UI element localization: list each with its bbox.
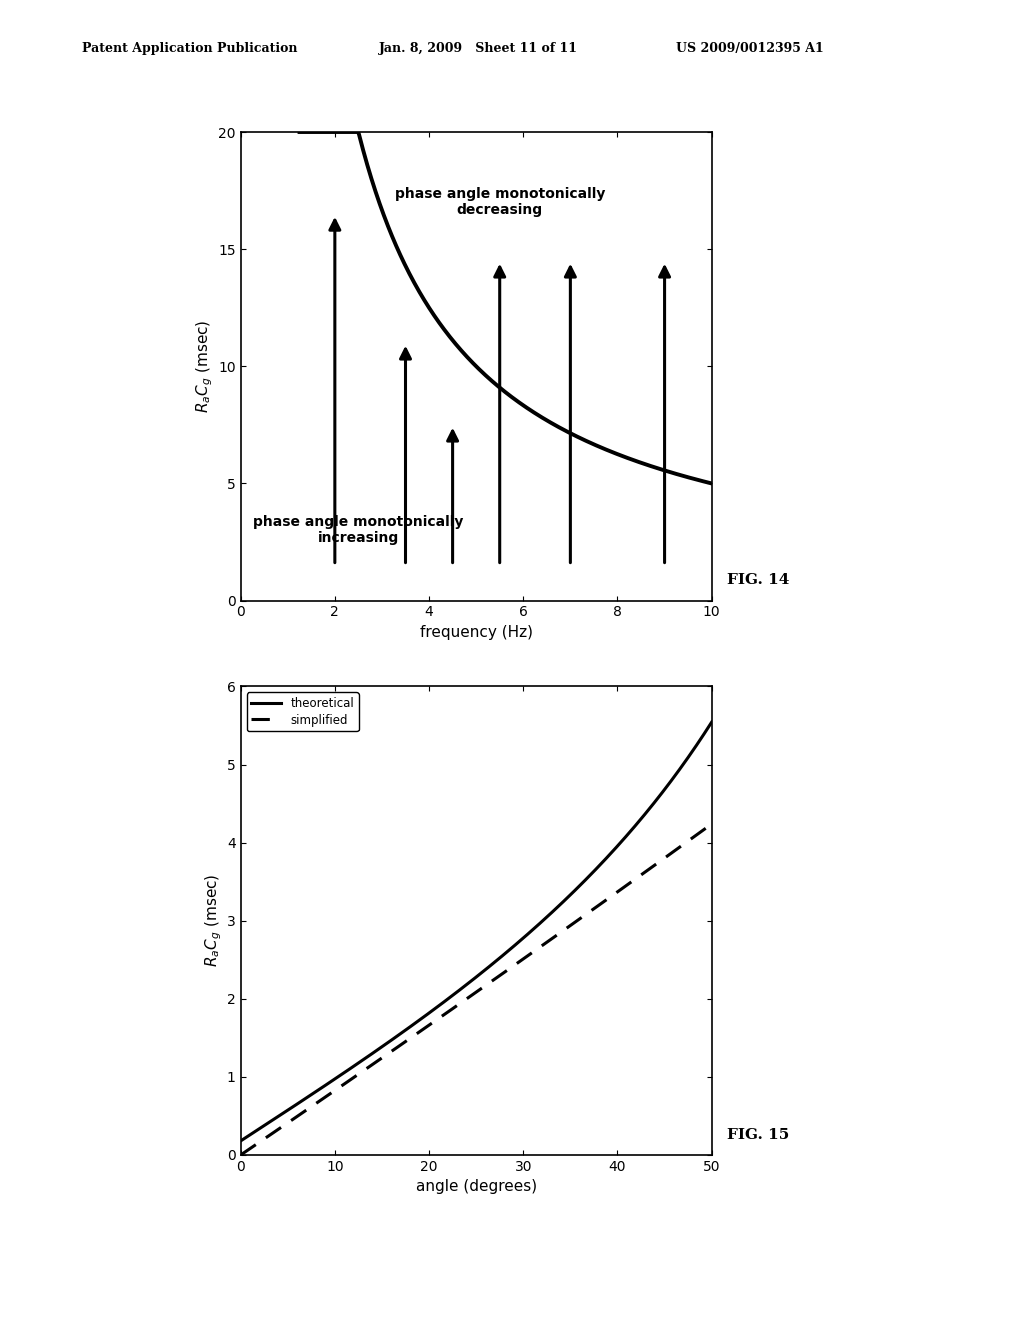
simplified [489, 970, 502, 986]
Text: Jan. 8, 2009   Sheet 11 of 11: Jan. 8, 2009 Sheet 11 of 11 [379, 42, 578, 55]
theoretical [706, 714, 718, 730]
theoretical [515, 932, 527, 948]
theoretical [234, 1133, 247, 1148]
simplified [234, 1147, 247, 1163]
theoretical [461, 977, 473, 993]
theoretical [489, 953, 502, 969]
X-axis label: frequency (Hz): frequency (Hz) [420, 624, 532, 640]
Text: Patent Application Publication: Patent Application Publication [82, 42, 297, 55]
simplified [461, 990, 473, 1006]
Y-axis label: $R_aC_g$ (msec): $R_aC_g$ (msec) [195, 319, 215, 413]
Text: phase angle monotonically
increasing: phase angle monotonically increasing [253, 515, 464, 545]
Y-axis label: $R_aC_g$ (msec): $R_aC_g$ (msec) [204, 874, 224, 968]
simplified [458, 993, 470, 1008]
theoretical [694, 731, 707, 747]
Text: FIG. 14: FIG. 14 [727, 573, 790, 587]
simplified [621, 878, 633, 894]
Line: simplified: simplified [241, 824, 712, 1155]
Text: FIG. 15: FIG. 15 [727, 1127, 790, 1142]
Text: phase angle monotonically
decreasing: phase angle monotonically decreasing [394, 187, 605, 218]
X-axis label: angle (degrees): angle (degrees) [416, 1179, 537, 1195]
theoretical [458, 978, 470, 994]
Text: US 2009/0012395 A1: US 2009/0012395 A1 [676, 42, 823, 55]
Legend: theoretical, simplified: theoretical, simplified [247, 692, 358, 731]
Line: theoretical: theoretical [241, 722, 712, 1140]
theoretical [621, 828, 633, 843]
simplified [515, 953, 527, 969]
simplified [694, 824, 707, 840]
simplified [706, 816, 718, 832]
